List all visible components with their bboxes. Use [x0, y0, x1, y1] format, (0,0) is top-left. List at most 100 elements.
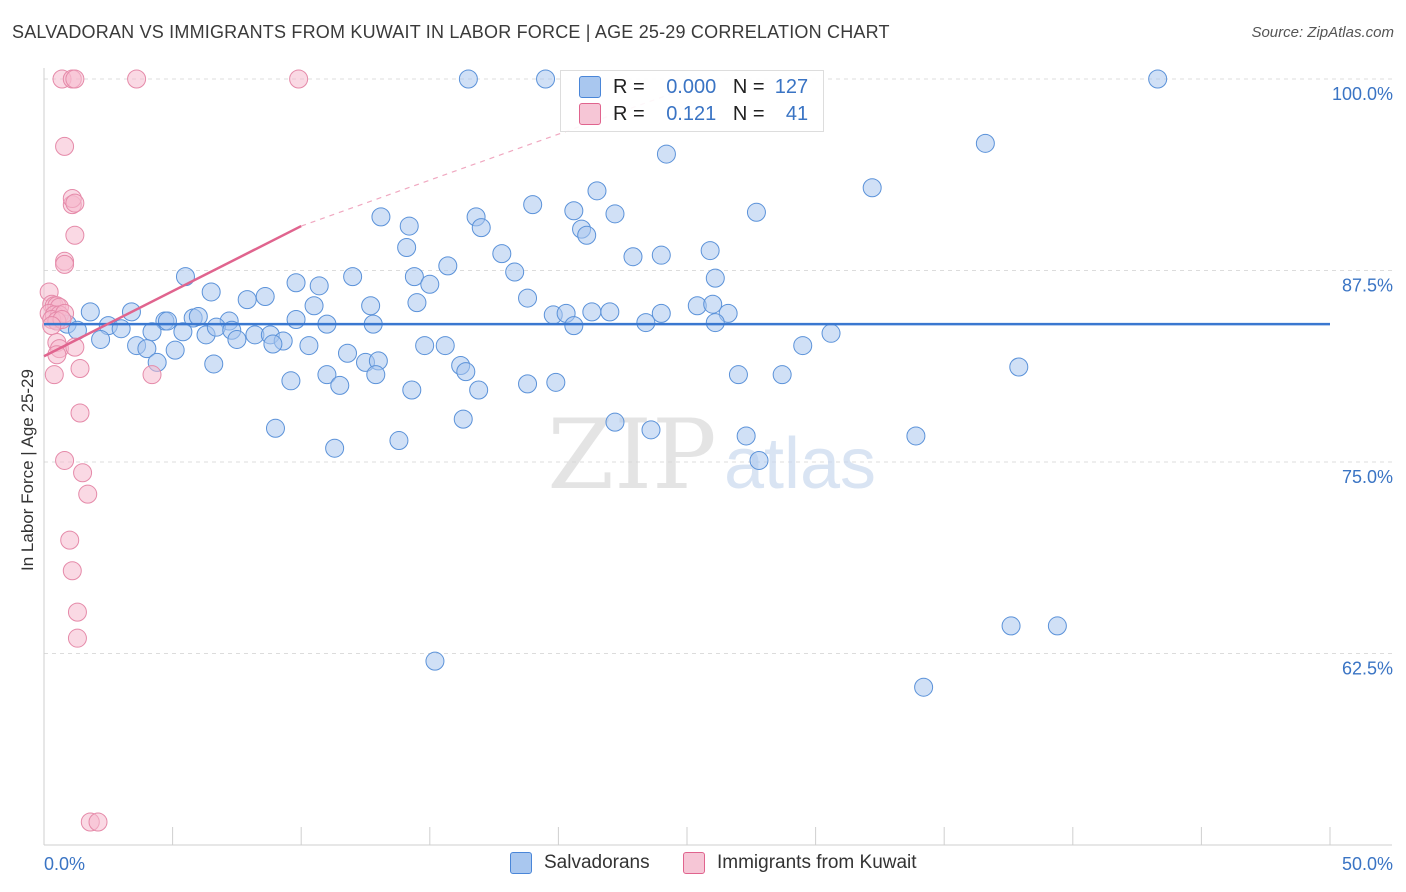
data-point	[397, 238, 417, 258]
data-point	[55, 136, 75, 156]
data-point	[201, 282, 221, 302]
data-point	[227, 329, 247, 349]
legend-item-kuwait: Immigrants from Kuwait	[683, 852, 917, 874]
data-point	[605, 204, 625, 224]
data-point	[456, 362, 476, 382]
data-point	[330, 375, 350, 395]
data-point	[137, 339, 157, 359]
data-point	[67, 628, 87, 648]
legend-row-kuwait: R = 0.121 N = 41	[579, 102, 808, 126]
data-point	[1047, 616, 1067, 636]
data-point	[265, 418, 285, 438]
legend-n-value: 127	[774, 75, 809, 98]
y-tick-label: 100.0%	[1332, 84, 1393, 104]
legend-row-salvadorans: R = 0.000 N = 127	[579, 75, 808, 99]
data-point	[718, 303, 738, 323]
data-point	[317, 365, 337, 385]
data-point	[237, 290, 257, 310]
data-point	[299, 336, 319, 356]
data-point	[577, 225, 597, 245]
correlation-legend: R = 0.000 N = 127 R = 0.121 N = 41	[560, 70, 824, 132]
data-point	[343, 267, 363, 287]
legend-r-label: R =	[613, 75, 645, 98]
chart-title: SALVADORAN VS IMMIGRANTS FROM KUWAIT IN …	[12, 22, 890, 42]
data-point	[65, 225, 85, 245]
legend-n-label: N =	[732, 102, 765, 125]
data-point	[505, 262, 525, 282]
data-point	[420, 274, 440, 294]
axes	[43, 68, 1392, 846]
legend-swatch-pink	[683, 852, 705, 874]
data-point	[80, 302, 100, 322]
data-point	[651, 303, 671, 323]
data-point	[438, 256, 458, 276]
data-point	[636, 313, 656, 333]
y-tick-label: 62.5%	[1342, 659, 1393, 679]
data-point	[78, 484, 98, 504]
data-point	[821, 323, 841, 343]
x-tick-label: 0.0%	[44, 854, 85, 874]
x-tick-labels: 0.0% 50.0%	[44, 854, 1393, 874]
series-salvadorans	[47, 69, 1168, 697]
data-point	[60, 530, 80, 550]
data-point	[70, 403, 90, 423]
data-point	[286, 273, 306, 293]
legend-r-label: R =	[613, 102, 645, 125]
data-point	[309, 276, 329, 296]
data-point	[204, 354, 224, 374]
data-point	[175, 267, 195, 287]
legend-r-value: 0.121	[666, 102, 717, 125]
data-point	[127, 69, 147, 89]
data-point	[587, 181, 607, 201]
data-point	[65, 69, 85, 89]
data-point	[641, 420, 661, 440]
trend-line-kuwait	[43, 224, 302, 358]
data-point	[656, 144, 676, 164]
data-point	[518, 374, 538, 394]
y-tick-labels: 62.5% 75.0% 87.5% 100.0%	[1332, 84, 1393, 679]
data-point	[42, 316, 62, 336]
data-point	[749, 450, 769, 470]
legend-r-value: 0.000	[666, 75, 717, 98]
data-point	[289, 69, 309, 89]
legend-swatch-blue	[510, 852, 532, 874]
data-point	[746, 202, 766, 222]
data-point	[366, 365, 386, 385]
data-point	[337, 343, 357, 363]
data-point	[914, 677, 934, 697]
legend-label-salvadorans: Salvadorans	[544, 852, 650, 873]
data-point	[600, 302, 620, 322]
data-point	[651, 245, 671, 265]
data-point	[492, 244, 512, 264]
data-point	[705, 268, 725, 288]
data-point	[142, 365, 162, 385]
data-point	[703, 294, 723, 314]
data-point	[371, 207, 391, 227]
data-point	[67, 602, 87, 622]
data-point	[458, 69, 478, 89]
legend-n-value: 41	[785, 102, 809, 125]
data-point	[435, 336, 455, 356]
data-point	[91, 329, 111, 349]
data-point	[564, 201, 584, 221]
data-point	[361, 296, 381, 316]
data-point	[173, 322, 193, 342]
data-point	[142, 322, 162, 342]
data-point	[605, 412, 625, 432]
data-point	[425, 651, 445, 671]
data-point	[1148, 69, 1168, 89]
data-point	[206, 317, 226, 337]
data-point	[404, 267, 424, 287]
series-legend: Salvadorans Immigrants from Kuwait	[0, 852, 1406, 878]
data-point	[389, 431, 409, 451]
data-point	[564, 316, 584, 336]
data-point	[263, 334, 283, 354]
data-point	[623, 247, 643, 267]
legend-label-kuwait: Immigrants from Kuwait	[717, 852, 917, 873]
data-point	[286, 310, 306, 330]
data-point	[793, 336, 813, 356]
data-point	[304, 296, 324, 316]
data-point	[772, 365, 792, 385]
data-point	[705, 313, 725, 333]
data-point	[62, 561, 82, 581]
